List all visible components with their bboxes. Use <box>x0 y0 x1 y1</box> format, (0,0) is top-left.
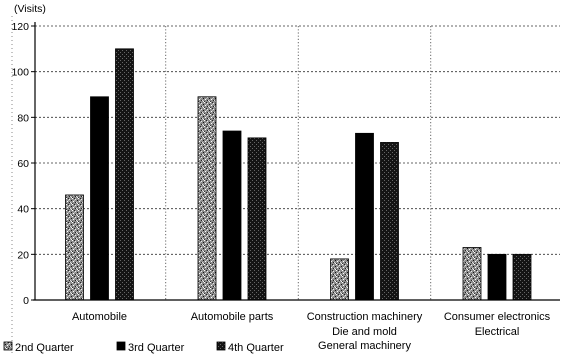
legend-swatch-3rd-quarter <box>116 341 126 351</box>
bar-2nd-quarter-automobile-parts <box>197 96 217 301</box>
legend: 2nd Quarter 3rd Quarter 4th Quarter <box>3 341 284 354</box>
bar-4th-quarter-construction-machinery-die-and-mold-general-machinery <box>380 142 399 301</box>
bar-2nd-quarter-automobile <box>65 194 84 301</box>
y-tick-label-80: 80 <box>17 112 29 124</box>
legend-label-4th-quarter: 4th Quarter <box>228 342 284 354</box>
bars <box>65 48 532 301</box>
legend-label-2nd-quarter: 2nd Quarter <box>15 342 74 354</box>
legend-swatch-4th-quarter <box>216 341 226 351</box>
bar-2nd-quarter-construction-machinery-die-and-mold-general-machinery <box>330 258 349 301</box>
y-tick-label-0: 0 <box>23 295 29 307</box>
y-tick-label-60: 60 <box>17 158 29 170</box>
y-tick-label-100: 100 <box>11 67 29 79</box>
y-axis-label: (Visits) <box>14 3 46 15</box>
bar-4th-quarter-automobile-parts <box>247 137 267 301</box>
bar-4th-quarter-consumer-electronics-electrical <box>512 253 532 301</box>
y-tick-label-20: 20 <box>17 249 29 261</box>
bar-3rd-quarter-automobile-parts <box>222 130 242 301</box>
bar-3rd-quarter-automobile <box>90 96 109 301</box>
bar-3rd-quarter-consumer-electronics-electrical <box>487 253 507 301</box>
bar-3rd-quarter-construction-machinery-die-and-mold-general-machinery <box>355 132 374 301</box>
axes: 0 20 40 60 80 100 120 <box>11 21 560 307</box>
bar-2nd-quarter-consumer-electronics-electrical <box>462 247 482 301</box>
legend-label-3rd-quarter: 3rd Quarter <box>128 342 185 354</box>
legend-swatch-2nd-quarter <box>3 341 13 351</box>
bar-4th-quarter-automobile <box>115 48 134 301</box>
y-tick-label-120: 120 <box>11 21 29 33</box>
y-tick-label-40: 40 <box>17 204 29 216</box>
